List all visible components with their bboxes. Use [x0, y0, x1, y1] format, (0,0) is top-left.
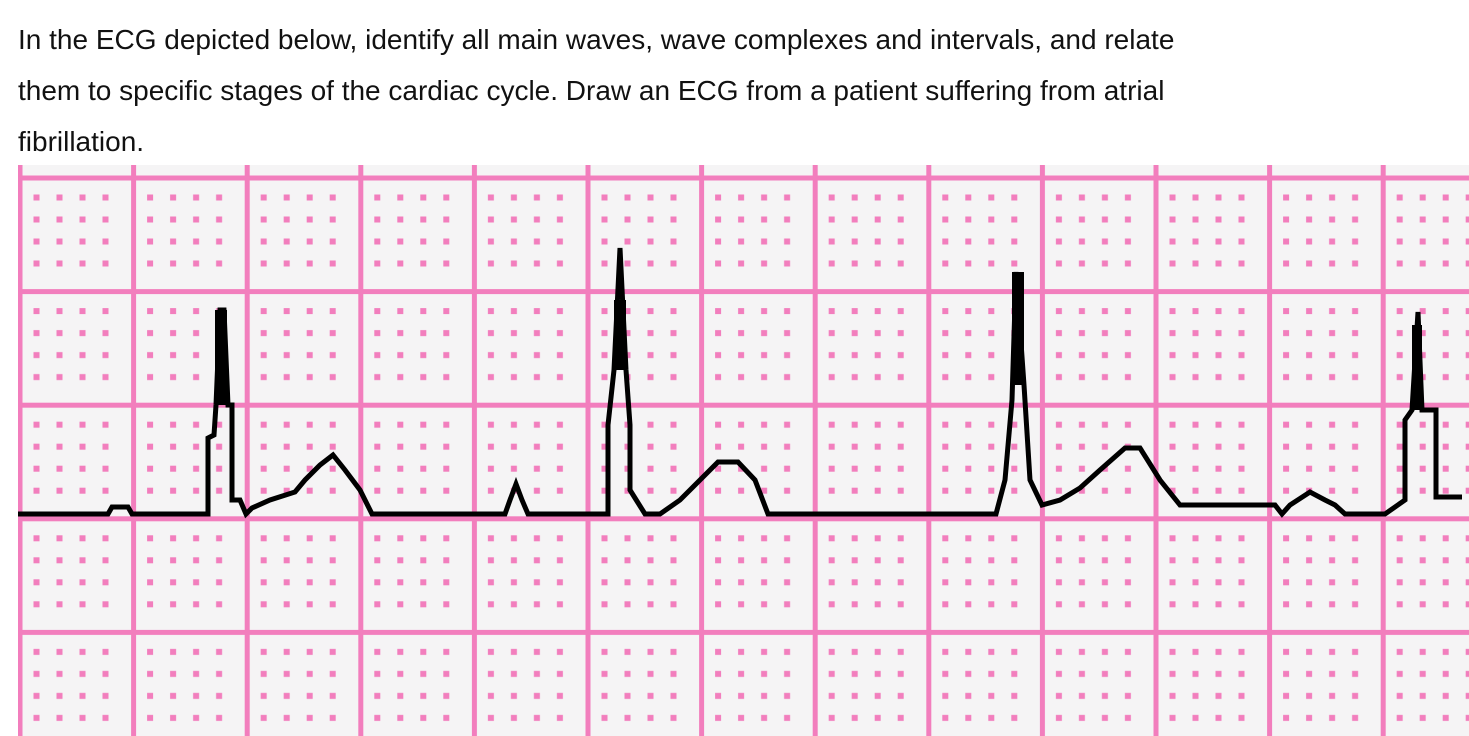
ecg-trace	[18, 247, 1462, 519]
qrs-complex	[1012, 272, 1024, 385]
qrs-complex	[215, 310, 227, 405]
qrs-complex	[614, 300, 626, 370]
question-line: fibrillation.	[18, 126, 145, 157]
qrs-complex	[1412, 325, 1422, 410]
ecg-strip	[18, 165, 1469, 736]
grid	[18, 165, 1469, 736]
question-text: In the ECG depicted below, identify all …	[18, 14, 1458, 167]
question-line: them to specific stages of the cardiac c…	[18, 75, 1165, 106]
question-line: In the ECG depicted below, identify all …	[18, 24, 1175, 55]
